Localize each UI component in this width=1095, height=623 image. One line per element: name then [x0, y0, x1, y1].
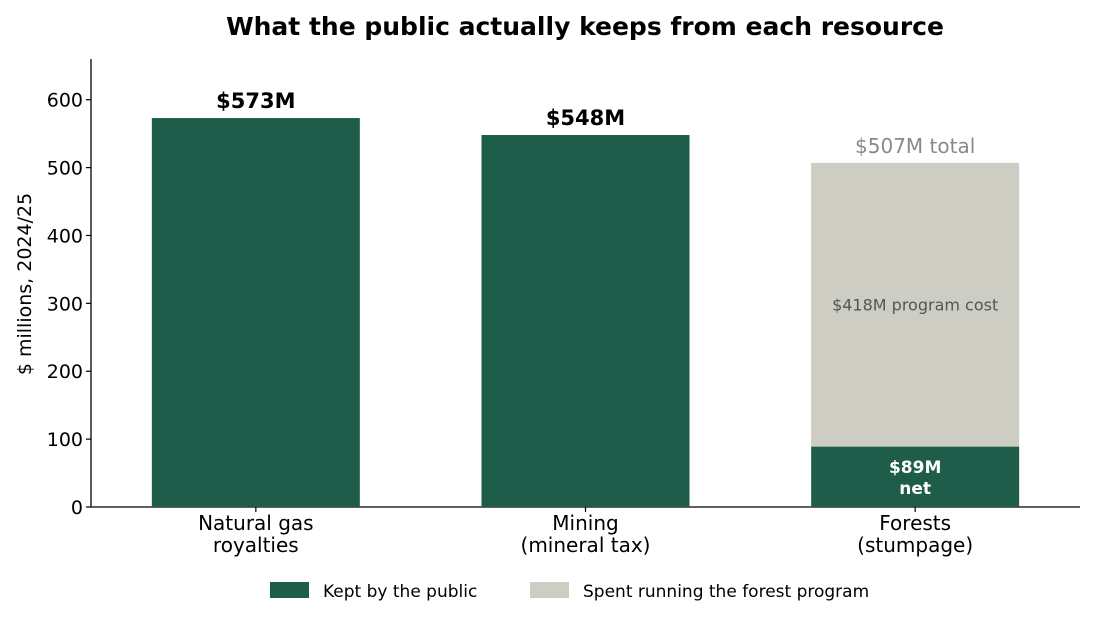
x-tick-label: (mineral tax) [521, 533, 651, 557]
bar-value-label: $507M total [855, 134, 975, 158]
forest-cost-label: $418M program cost [832, 296, 998, 315]
bar-value-label: $548M [546, 106, 625, 130]
x-tick-label: Natural gas [198, 511, 314, 535]
y-tick-label: 300 [47, 293, 83, 315]
bar-annotations: $573M $548M $507M total $418M program cost $… [216, 89, 998, 499]
chart-title: What the public actually keeps from each… [226, 12, 944, 41]
y-tick-label: 0 [71, 497, 83, 519]
forest-net-label: net [899, 479, 931, 499]
bar-forest-program-cost [811, 162, 1020, 447]
bars [151, 118, 1020, 508]
y-tick-label: 100 [47, 429, 83, 451]
y-tick-label: 200 [47, 361, 83, 383]
legend: Kept by the public Spent running the fore… [270, 582, 869, 602]
x-tick-label: Forests [879, 511, 951, 535]
y-axis-label: $ millions, 2024/25 [14, 193, 36, 375]
legend-entry: Kept by the public [323, 582, 477, 602]
legend-swatch [270, 582, 309, 598]
x-tick-label: royalties [213, 533, 299, 557]
legend-entry: Spent running the forest program [583, 582, 869, 602]
bar-kept-by-public [151, 118, 360, 508]
y-tick-label: 400 [47, 225, 83, 247]
bar-kept-by-public [811, 446, 1020, 507]
bar-kept-by-public [481, 135, 690, 508]
forest-net-label: $89M [889, 458, 941, 478]
y-tick-label: 500 [47, 158, 83, 180]
x-tick-label: (stumpage) [857, 533, 973, 557]
y-tick-label: 600 [47, 90, 83, 112]
bar-value-label: $573M [216, 89, 295, 113]
x-tick-label: Mining [552, 511, 618, 535]
legend-swatch [530, 582, 569, 598]
y-axis: 0 100 200 300 400 500 600 [47, 59, 92, 519]
